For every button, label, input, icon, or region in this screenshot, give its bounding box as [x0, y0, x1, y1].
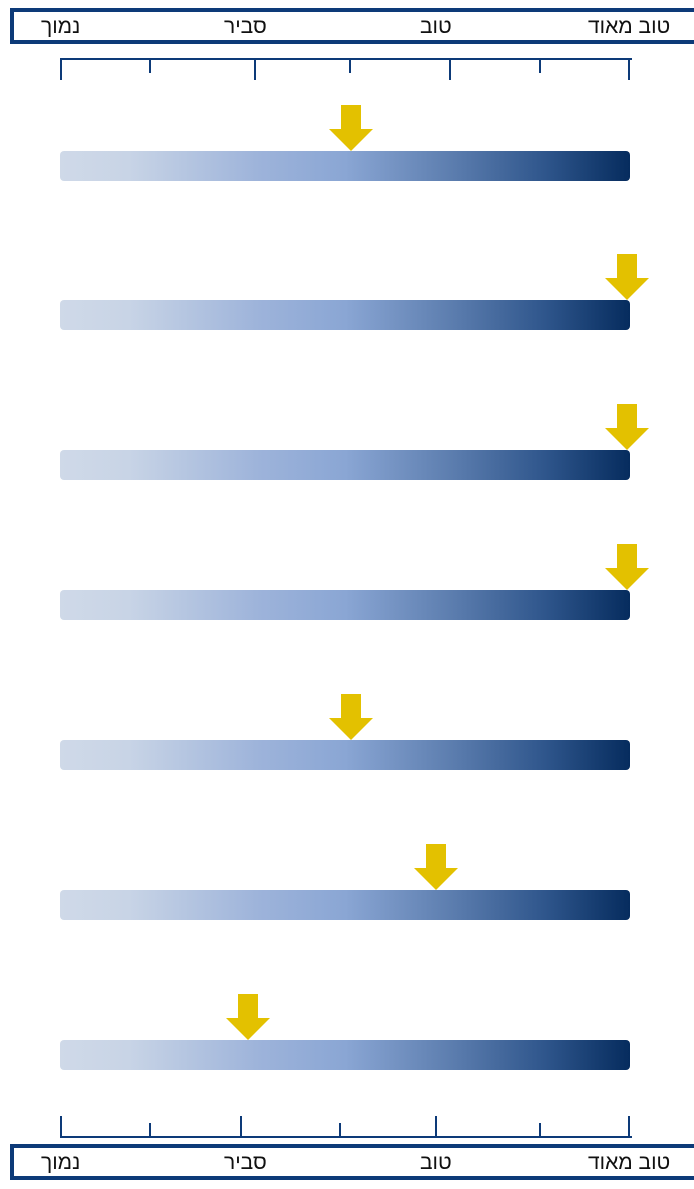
rating-bar-4: [60, 544, 650, 620]
scale-label-very-good: טוב מאוד: [588, 15, 671, 38]
rating-bar-5: [60, 694, 632, 770]
rating-bar-1: [60, 105, 632, 181]
ruler-tick: [60, 58, 62, 80]
ruler-baseline: [60, 1136, 632, 1138]
rating-marker-arrow-icon: [605, 404, 650, 450]
ruler-tick: [60, 1116, 62, 1138]
ruler-tick: [339, 1123, 341, 1138]
gradient-bar: [60, 890, 630, 920]
rating-marker-arrow-icon: [605, 544, 650, 590]
scale-label-fair: סביר: [224, 15, 267, 38]
scale-label-very-good: טוב מאוד: [588, 1151, 671, 1174]
ruler-baseline: [60, 58, 632, 60]
scale-ruler-top: [60, 58, 632, 80]
ruler-tick: [628, 1116, 630, 1138]
scale-label-low: נמוך: [41, 1151, 81, 1174]
rating-marker-arrow-icon: [414, 844, 459, 890]
gradient-bar: [60, 1040, 630, 1070]
gradient-bar: [60, 151, 630, 181]
rating-bar-6: [60, 844, 632, 920]
gradient-bar: [60, 300, 630, 330]
rating-marker-arrow-icon: [226, 994, 271, 1040]
ruler-tick: [628, 58, 630, 80]
scale-ruler-bottom: [60, 1116, 632, 1138]
scale-label-good: טוב: [420, 15, 452, 38]
ruler-tick: [539, 1123, 541, 1138]
scale-label-fair: סביר: [224, 1151, 267, 1174]
ruler-tick: [149, 58, 151, 73]
gradient-bar: [60, 450, 630, 480]
scale-label-good: טוב: [420, 1151, 452, 1174]
scale-header-bottom: נמוך סביר טוב טוב מאוד: [10, 1144, 694, 1180]
ruler-tick: [240, 1116, 242, 1138]
ruler-tick: [254, 58, 256, 80]
gradient-bar: [60, 740, 630, 770]
ruler-tick: [449, 58, 451, 80]
rating-marker-arrow-icon: [328, 694, 373, 740]
ruler-tick: [539, 58, 541, 73]
rating-bar-2: [60, 254, 650, 330]
ruler-tick: [149, 1123, 151, 1138]
scale-header-top: נמוך סביר טוב טוב מאוד: [10, 8, 694, 44]
rating-bar-3: [60, 404, 650, 480]
scale-label-low: נמוך: [41, 15, 81, 38]
ruler-tick: [349, 58, 351, 73]
rating-marker-arrow-icon: [328, 105, 373, 151]
gradient-bar: [60, 590, 630, 620]
rating-marker-arrow-icon: [605, 254, 650, 300]
rating-bar-7: [60, 994, 632, 1070]
ruler-tick: [435, 1116, 437, 1138]
